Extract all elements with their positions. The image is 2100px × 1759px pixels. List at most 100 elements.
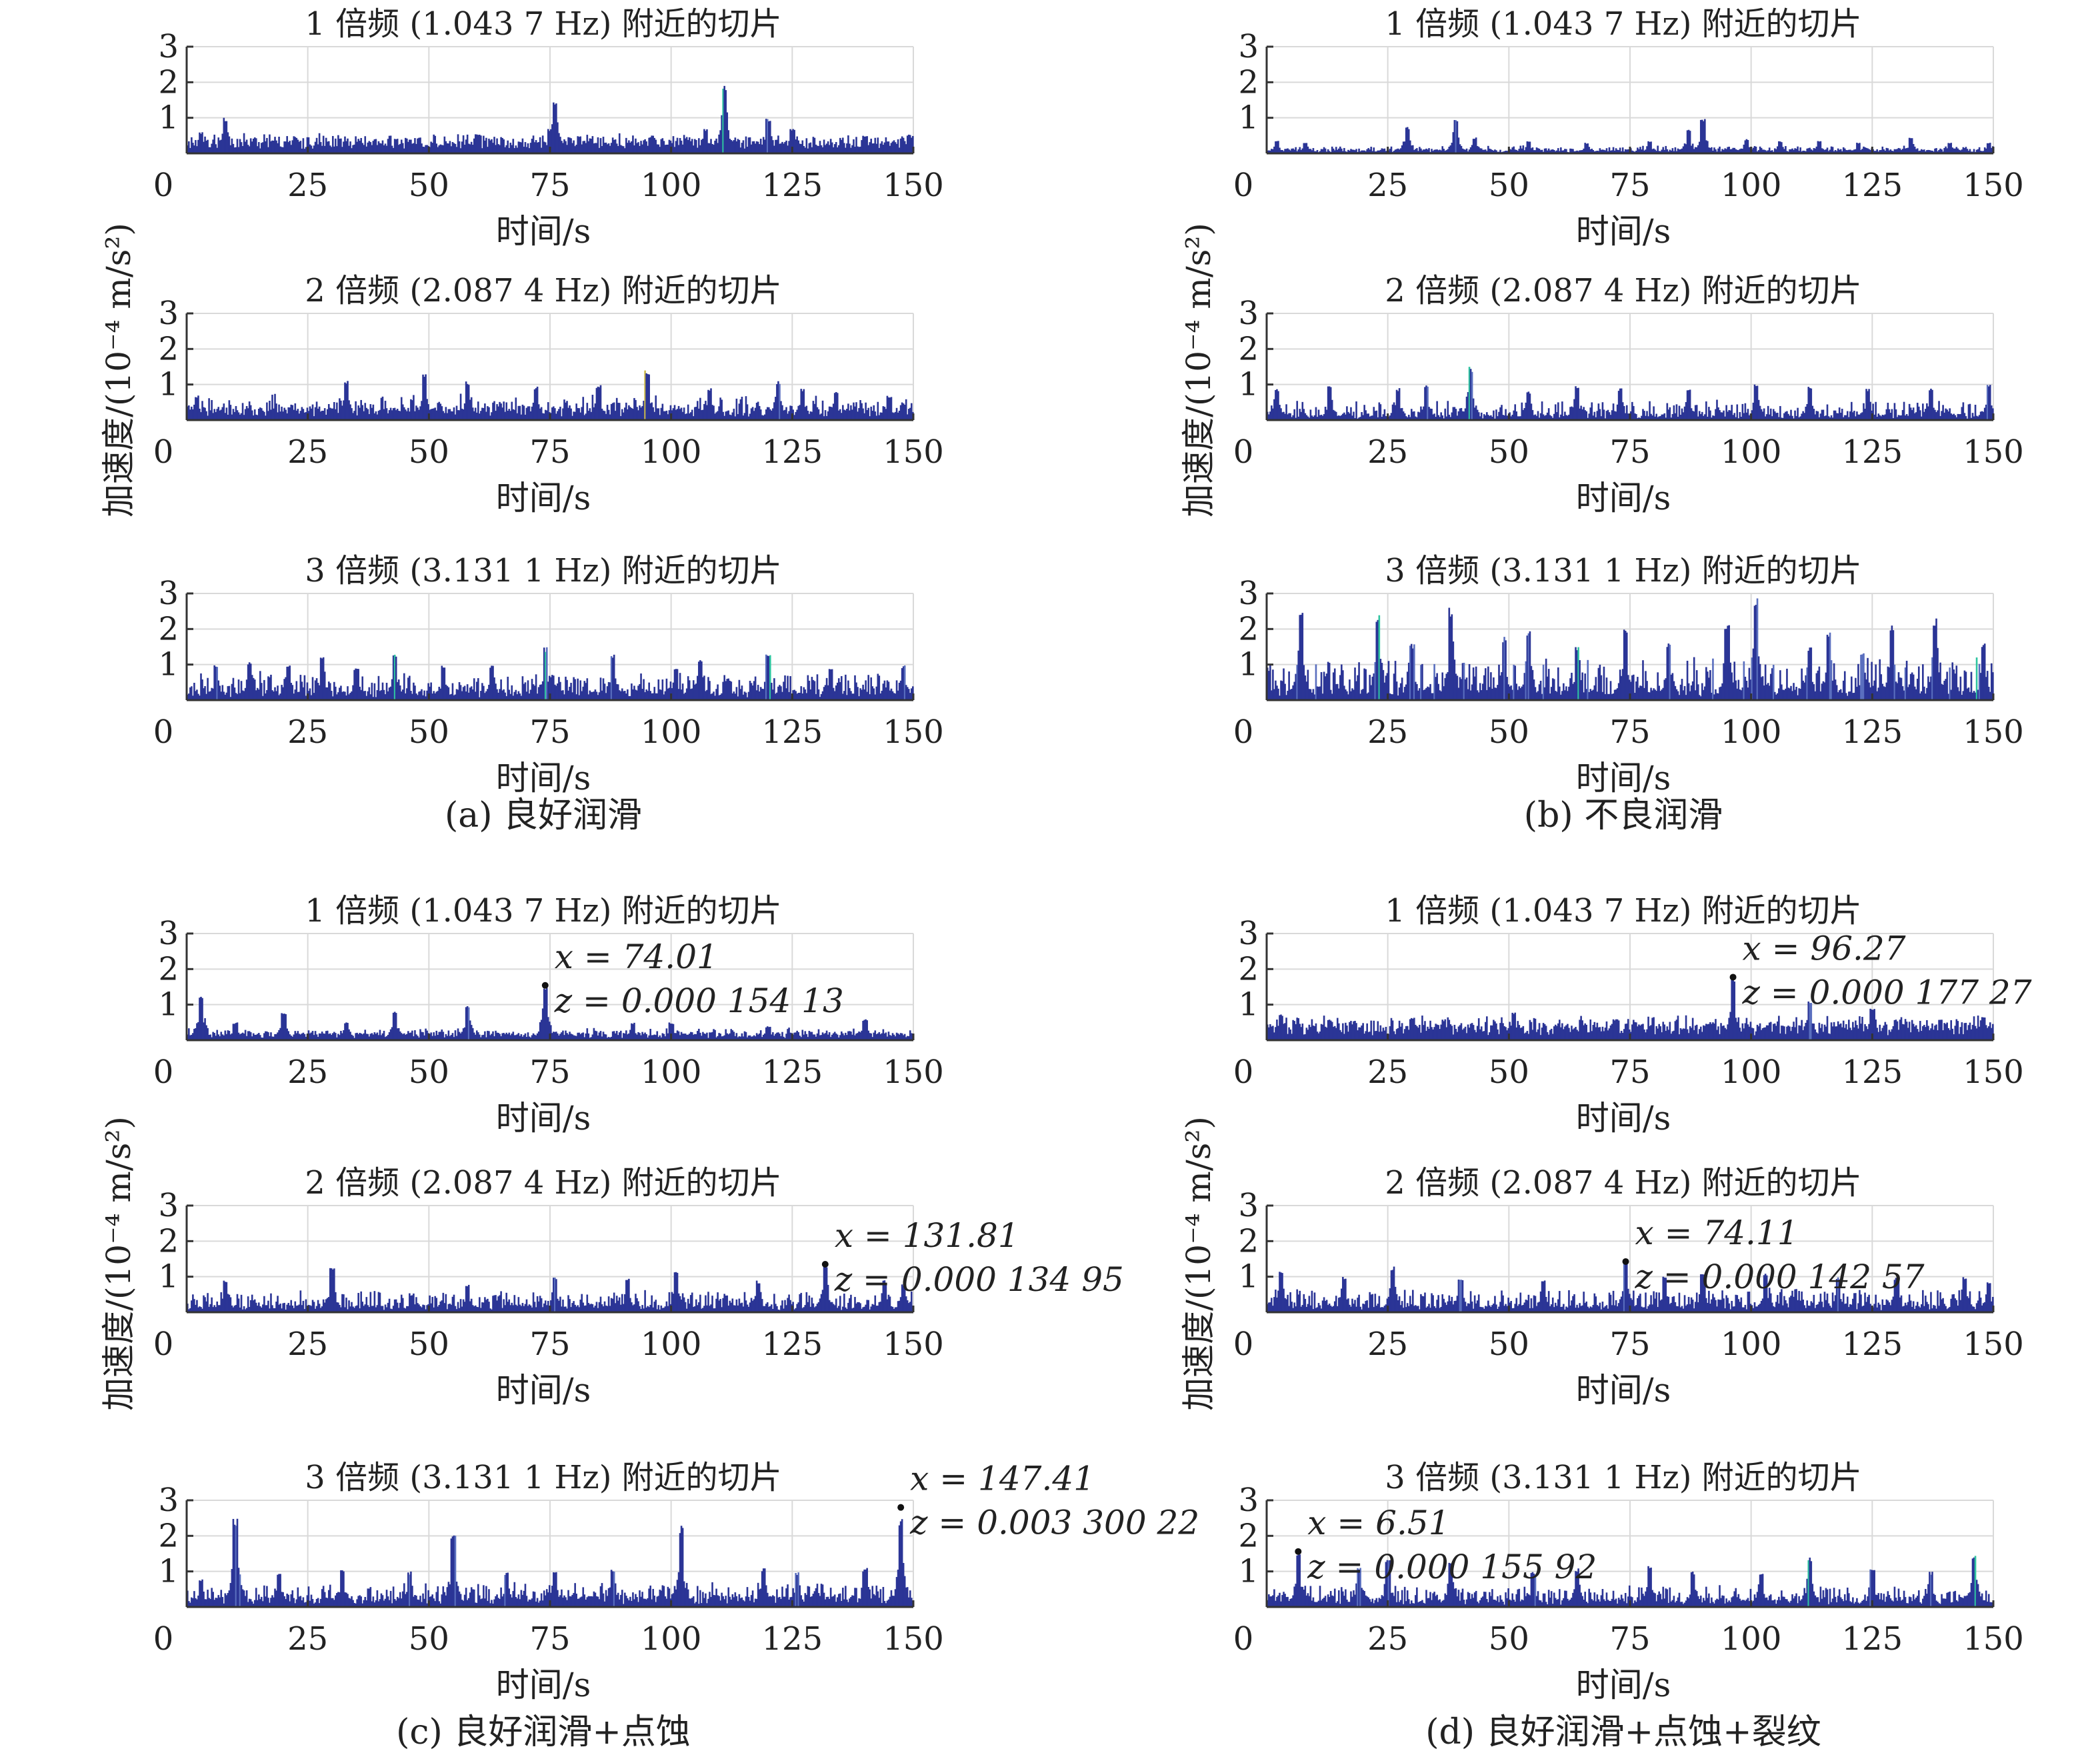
signal-bar — [274, 393, 276, 420]
signal-bar — [910, 1033, 913, 1040]
signal-bar — [310, 408, 313, 420]
signal-bar — [601, 1583, 603, 1607]
signal-bar — [787, 1298, 789, 1312]
signal-bar — [1436, 673, 1438, 700]
signal-bar — [850, 1032, 852, 1040]
signal-bar — [240, 681, 243, 700]
x-tick-label: 0 — [1233, 713, 1254, 751]
signal-bar — [721, 1036, 723, 1040]
signal-bar — [1547, 408, 1550, 420]
signal-bar — [671, 1292, 673, 1312]
signal-bar — [1909, 138, 1912, 153]
signal-bar — [212, 1032, 214, 1040]
signal-bar — [817, 689, 820, 700]
signal-bar — [1523, 150, 1526, 153]
signal-bar — [434, 1296, 437, 1312]
signal-bar — [314, 141, 317, 153]
signal-bar — [524, 1033, 527, 1040]
signal-bar — [301, 681, 303, 700]
signal-bar — [833, 144, 836, 153]
signal-bar — [245, 405, 248, 420]
signal-bar — [217, 137, 220, 153]
y-tick-label: 2 — [158, 950, 179, 988]
signal-bar — [278, 1574, 280, 1607]
signal-bar — [1357, 675, 1359, 700]
signal-bar — [1539, 680, 1542, 700]
signal-bar — [1916, 148, 1919, 153]
signal-bar — [496, 138, 498, 153]
signal-bar — [796, 1030, 799, 1040]
signal-bar — [1643, 150, 1645, 153]
signal-bar — [1689, 691, 1691, 700]
signal-bar — [241, 690, 244, 700]
signal-bar — [1589, 689, 1592, 700]
signal-bar — [519, 405, 521, 420]
signal-bar — [344, 1592, 346, 1607]
signal-bar — [361, 1302, 364, 1312]
signal-bar — [1650, 687, 1652, 700]
signal-bar — [220, 691, 223, 700]
signal-bar — [602, 1032, 605, 1040]
signal-bar — [265, 415, 267, 420]
signal-bar — [205, 411, 207, 420]
signal-bar — [846, 695, 848, 700]
signal-bar — [224, 1030, 227, 1040]
signal-bar — [1887, 403, 1889, 420]
signal-bar — [461, 1032, 463, 1040]
signal-bar — [1456, 121, 1459, 153]
signal-bar — [1974, 692, 1977, 700]
signal-bar — [388, 135, 391, 153]
signal-bar — [540, 1020, 543, 1040]
signal-bar — [769, 121, 771, 153]
signal-bar — [1698, 411, 1701, 420]
signal-bar — [730, 1302, 733, 1312]
signal-bar — [1457, 687, 1460, 700]
signal-bar — [1311, 415, 1313, 420]
signal-bar — [541, 681, 544, 700]
signal-bar — [397, 1598, 400, 1607]
signal-bar — [847, 1302, 849, 1312]
signal-bar — [624, 691, 626, 700]
signal-bar — [401, 1591, 404, 1607]
signal-bar — [1321, 415, 1324, 420]
signal-bar — [1269, 411, 1271, 420]
signal-bar — [1815, 673, 1818, 700]
signal-bar — [647, 1598, 649, 1607]
signal-bar — [1787, 413, 1789, 420]
signal-bar — [1611, 150, 1613, 153]
signal-bar — [721, 1307, 723, 1312]
signal-bar — [332, 1269, 334, 1312]
signal-bar — [1855, 149, 1857, 153]
signal-bar — [676, 669, 679, 700]
signal-bar — [533, 685, 536, 700]
signal-bar — [685, 1582, 688, 1607]
signal-bar — [1393, 151, 1395, 153]
signal-bar — [738, 403, 741, 420]
signal-bar — [1957, 413, 1959, 420]
signal-bar — [466, 134, 469, 153]
signal-bar — [743, 1031, 746, 1040]
signal-bar — [1273, 689, 1275, 700]
signal-bar — [1811, 150, 1814, 153]
signal-bar — [718, 1300, 720, 1312]
signal-bar — [247, 408, 249, 420]
signal-bar — [1435, 417, 1437, 420]
signal-bar — [217, 680, 220, 700]
signal-bar — [536, 693, 539, 700]
signal-bar — [1677, 691, 1679, 700]
signal-bar — [361, 676, 364, 700]
signal-bar — [1349, 679, 1351, 700]
signal-bar — [823, 416, 825, 420]
signal-bar — [493, 1599, 495, 1607]
signal-bar — [1551, 678, 1554, 700]
signal-bar — [283, 1014, 285, 1040]
signal-bar — [1951, 662, 1954, 700]
signal-bar — [381, 1595, 384, 1607]
signal-bar — [1663, 413, 1666, 420]
signal-bar — [895, 143, 898, 153]
signal-bar — [339, 1304, 341, 1312]
signal-bar — [1699, 119, 1702, 153]
signal-bar — [1490, 672, 1492, 700]
signal-bar — [533, 1592, 536, 1607]
signal-bar — [451, 1296, 454, 1312]
